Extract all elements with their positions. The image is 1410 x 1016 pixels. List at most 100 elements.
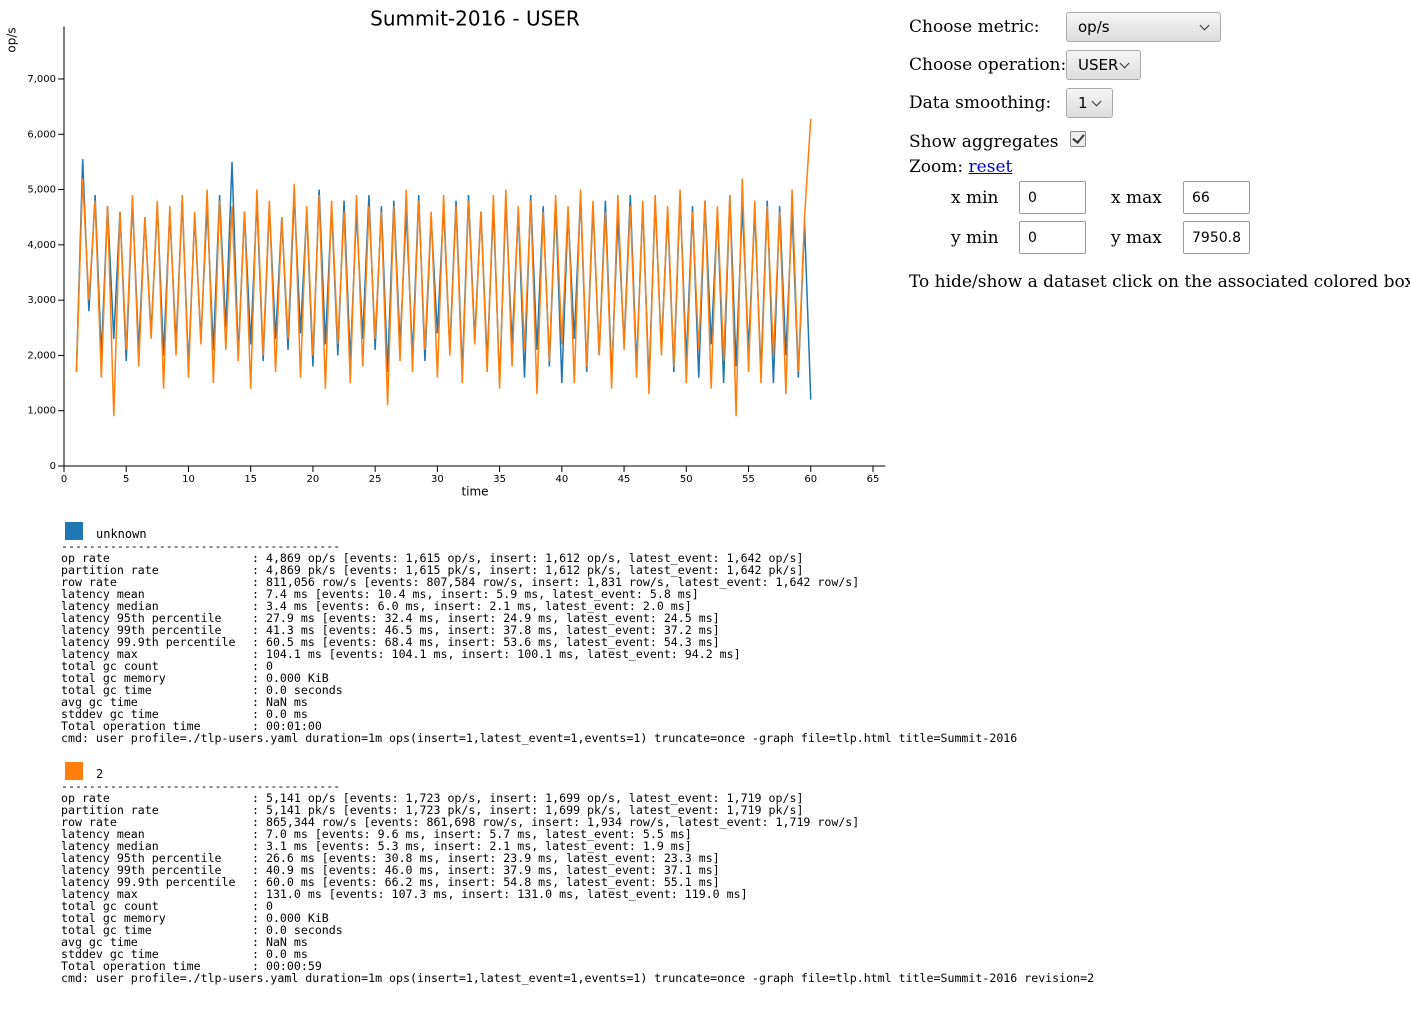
separator: ----------------------------------------	[61, 539, 341, 553]
stats-key: total gc time	[61, 683, 152, 697]
x-tick-label: 40	[555, 474, 568, 485]
stats-row: latency 99.9th percentile: 60.0 ms [even…	[61, 876, 1094, 888]
operation-select[interactable]: USER	[1066, 50, 1141, 80]
stats-value: : 7.0 ms [events: 9.6 ms, insert: 5.7 ms…	[252, 827, 692, 841]
metric-select[interactable]: op/s	[1066, 12, 1221, 42]
stats-row: total gc time: 0.0 seconds	[61, 924, 1094, 936]
stats-key: Total operation time	[61, 959, 201, 973]
stats-value: : 0.000 KiB	[252, 671, 329, 685]
y-tick-label: 5,000	[27, 185, 56, 196]
x-tick-label: 65	[867, 474, 880, 485]
stats-key: avg gc time	[61, 695, 138, 709]
xmin-input[interactable]	[1019, 181, 1086, 214]
stats-row: latency median : 3.4 ms [events: 6.0 ms, …	[61, 600, 1017, 612]
stats-value: : 5,141 pk/s [events: 1,723 pk/s, insert…	[252, 803, 804, 817]
ymax-label: y max	[1111, 228, 1162, 248]
stats-key: latency max	[61, 887, 138, 901]
legend-box[interactable]	[65, 522, 83, 540]
stats-value: : 60.0 ms [events: 66.2 ms, insert: 54.8…	[252, 875, 720, 889]
stats-key: total gc memory	[61, 671, 166, 685]
y-tick-label: 7,000	[27, 74, 56, 85]
stats-key: Total operation time	[61, 719, 201, 733]
stats-row: latency 95th percentile : 26.6 ms [events…	[61, 852, 1094, 864]
cmd-line: cmd: user profile=./tlp-users.yaml durat…	[61, 971, 1095, 985]
xmax-input[interactable]	[1183, 181, 1250, 214]
y-tick-label: 4,000	[27, 240, 56, 251]
stats-row: total gc count: 0	[61, 900, 1094, 912]
stats-row: latency 99th percentile: 41.3 ms [events…	[61, 624, 1017, 636]
stats-value: : 0.0 ms	[252, 947, 308, 961]
series-line	[75, 118, 812, 417]
stats-row: row rate: 865,344 row/s [events: 861,698…	[61, 816, 1094, 828]
ymin-input[interactable]	[1019, 221, 1086, 254]
smoothing-select[interactable]: 1	[1066, 88, 1113, 118]
stats-value: : 4,869 op/s [events: 1,615 op/s, insert…	[252, 551, 804, 565]
y-tick-label: 1,000	[27, 406, 56, 417]
stats-key: partition rate	[61, 563, 159, 577]
hint: To hide/show a dataset click on the asso…	[909, 272, 1410, 292]
legend-box[interactable]	[65, 762, 83, 780]
y-tick-label: 6,000	[27, 129, 56, 140]
stats-row: total gc count: 0	[61, 660, 1017, 672]
stats-row: op rate: 4,869 op/s [events: 1,615 op/s,…	[61, 552, 1017, 564]
stats-value: : 811,056 row/s [events: 807,584 row/s, …	[252, 575, 860, 589]
stats-key: op rate	[61, 791, 110, 805]
stats-value: : 00:00:59	[252, 959, 322, 973]
cmd-line: cmd: user profile=./tlp-users.yaml durat…	[61, 731, 1018, 745]
x-tick-label: 50	[680, 474, 693, 485]
stats-row: partition rate : 5,141 pk/s [events: 1,72…	[61, 804, 1094, 816]
stats-key: total gc memory	[61, 911, 166, 925]
stats-row: latency max: 104.1 ms [events: 104.1 ms,…	[61, 648, 1017, 660]
stats-row: stddev gc time : 0.0 ms	[61, 708, 1017, 720]
stats-row: total gc memory : 0.000 KiB	[61, 912, 1094, 924]
stats-row: stddev gc time : 0.0 ms	[61, 948, 1094, 960]
stats-key: stddev gc time	[61, 947, 159, 961]
stats-value: : 00:01:00	[252, 719, 322, 733]
stats-value: : 0.000 KiB	[252, 911, 329, 925]
stats-block: ----------------------------------------…	[61, 780, 1094, 984]
stats-row: latency mean: 7.0 ms [events: 9.6 ms, in…	[61, 828, 1094, 840]
x-axis-label: time	[461, 485, 488, 499]
reset-link[interactable]: reset	[968, 157, 1013, 177]
x-tick-label: 35	[493, 474, 506, 485]
stats-row: partition rate: 4,869 pk/s [events: 1,61…	[61, 564, 1017, 576]
stats-value: : 40.9 ms [events: 46.0 ms, insert: 37.9…	[252, 863, 720, 877]
stats-key: latency median	[61, 599, 159, 613]
stats-key: row rate	[61, 815, 117, 829]
x-tick-label: 25	[369, 474, 382, 485]
chart: Summit-2016 - USER time op/s 0 1,000 2,000…	[5, 7, 886, 499]
stats-value: : 104.1 ms [events: 104.1 ms, insert: 10…	[252, 647, 741, 661]
aggregates-checkbox[interactable]	[1070, 131, 1086, 147]
stats-value: : 0	[252, 659, 273, 673]
stats-key: avg gc time	[61, 935, 138, 949]
stats-row: latency 99th percentile: 40.9 ms [events…	[61, 864, 1094, 876]
stats-value: : 26.6 ms [events: 30.8 ms, insert: 23.9…	[252, 851, 720, 865]
stats-key: latency 95th percentile	[61, 851, 222, 865]
zoom-row: Zoom: reset	[909, 157, 1012, 177]
stats-key: stddev gc time	[61, 707, 159, 721]
stats-key: partition rate	[61, 803, 159, 817]
y-axis-label: op/s	[5, 27, 19, 52]
stats-row: latency 95th percentile: 27.9 ms [events…	[61, 612, 1017, 624]
stats-value: : 0.0 ms	[252, 707, 308, 721]
stats-value: : 7.4 ms [events: 10.4 ms, insert: 5.9 m…	[252, 587, 699, 601]
metric-label: Choose metric:	[909, 17, 1040, 37]
stats-key: total gc count	[61, 899, 159, 913]
stats-value: : 27.9 ms [events: 32.4 ms, insert: 24.9…	[252, 611, 720, 625]
stats-value: : 3.1 ms [events: 5.3 ms, insert: 2.1 ms…	[252, 839, 692, 853]
x-tick-label: 0	[61, 474, 67, 485]
stats-row: avg gc time: NaN ms	[61, 696, 1017, 708]
stats-row: Total operation time : 00:00:59	[61, 960, 1094, 972]
aggregates-label: Show aggregates	[909, 132, 1059, 152]
stats-key: row rate	[61, 575, 117, 589]
stats-row: latency 99.9th percentile: 60.5 ms [even…	[61, 636, 1017, 648]
stats-key: latency 99th percentile	[61, 623, 222, 637]
operation-label: Choose operation:	[909, 55, 1067, 75]
zoom-label: Zoom:	[909, 157, 964, 177]
stats-value: : 3.4 ms [events: 6.0 ms, insert: 2.1 ms…	[252, 599, 692, 613]
stats-row: latency mean: 7.4 ms [events: 10.4 ms, i…	[61, 588, 1017, 600]
ymax-input[interactable]	[1183, 221, 1250, 254]
stats-value: : 5,141 op/s [events: 1,723 op/s, insert…	[252, 791, 804, 805]
x-tick-label: 20	[307, 474, 320, 485]
y-tick-label: 3,000	[27, 295, 56, 306]
